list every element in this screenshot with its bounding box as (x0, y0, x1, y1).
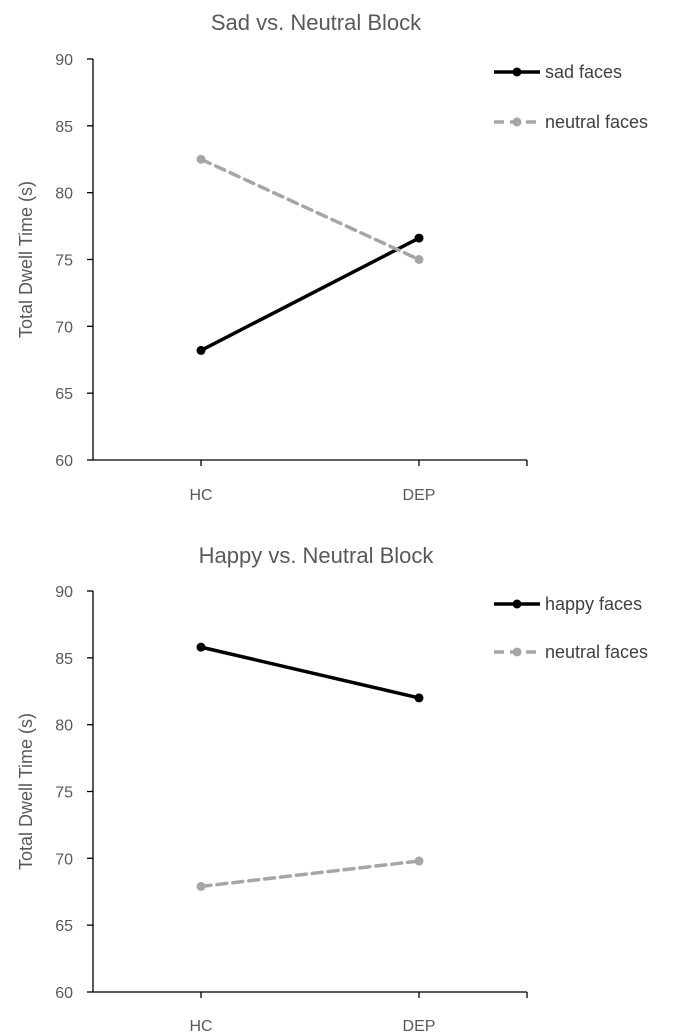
data-point (196, 345, 206, 355)
y-tick-label: 75 (55, 253, 73, 270)
data-point (196, 642, 206, 652)
y-axis-label: Total Dwell Time (s) (16, 181, 36, 338)
data-point (414, 693, 424, 703)
legend-swatch-marker (512, 647, 522, 657)
x-tick-label: DEP (403, 1018, 436, 1035)
y-tick-label: 70 (55, 319, 73, 336)
y-tick-label: 60 (55, 453, 73, 470)
legend-label: neutral faces (545, 112, 648, 132)
y-tick-label: 90 (55, 584, 73, 601)
series-line-2 (199, 859, 421, 889)
y-tick-label: 85 (55, 651, 73, 668)
legend-swatch-marker (512, 67, 522, 77)
y-tick-label: 65 (55, 386, 73, 403)
data-point (414, 233, 424, 243)
legend-item: sad faces (494, 62, 622, 82)
data-point (414, 856, 424, 866)
data-point (196, 881, 206, 891)
y-tick-label: 85 (55, 119, 73, 136)
legend-label: sad faces (545, 62, 622, 82)
chart-panel-2: Happy vs. Neutral Block Total Dwell Time … (16, 543, 648, 1035)
chart-title: Happy vs. Neutral Block (199, 543, 435, 568)
y-axis-label: Total Dwell Time (s) (16, 713, 36, 870)
data-point (196, 154, 206, 164)
legend-swatch-marker (512, 117, 522, 127)
y-tick-label: 90 (55, 52, 73, 69)
series-line-2 (199, 157, 421, 262)
chart-title: Sad vs. Neutral Block (211, 10, 422, 35)
y-tick-label: 80 (55, 186, 73, 203)
y-tick-label: 65 (55, 918, 73, 935)
series-line-1 (199, 236, 421, 353)
legend-item: happy faces (494, 594, 642, 614)
y-tick-label: 60 (55, 985, 73, 1002)
x-tick-label: HC (189, 487, 212, 504)
legend-label: neutral faces (545, 642, 648, 662)
legend-item: neutral faces (494, 112, 648, 132)
y-tick-label: 80 (55, 718, 73, 735)
legend-item: neutral faces (494, 642, 648, 662)
data-point (414, 255, 424, 264)
legend-swatch-marker (512, 599, 522, 609)
x-tick-label: DEP (403, 487, 436, 504)
x-tick-label: HC (189, 1018, 212, 1035)
y-tick-label: 70 (55, 851, 73, 868)
legend-label: happy faces (545, 594, 642, 614)
chart-panel-1: Sad vs. Neutral Block Total Dwell Time (s… (16, 10, 648, 504)
y-tick-label: 75 (55, 785, 73, 802)
series-line-1 (199, 645, 421, 700)
